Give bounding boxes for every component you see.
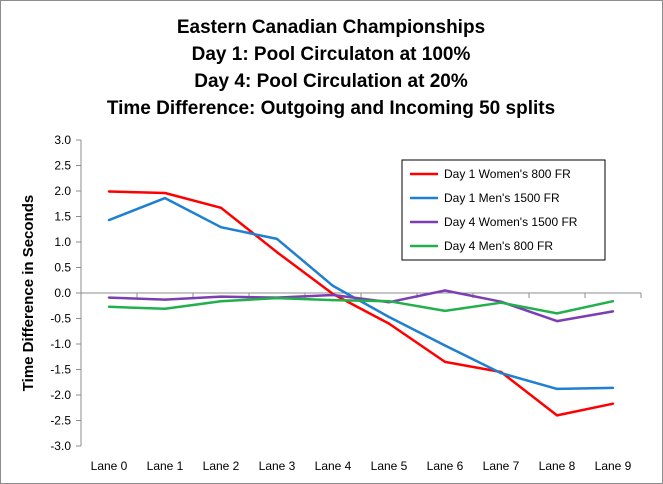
y-tick-label: -1.5 xyxy=(50,363,71,377)
data-point xyxy=(443,289,447,292)
plot-area: 3.0 2.5 2.0 1.5 1.0 0.5 0.0 -0.5 -1.0 -1.5 -2.0 -2.… xyxy=(50,133,642,473)
data-point xyxy=(163,307,167,311)
y-tick-label: 0.0 xyxy=(54,286,71,300)
data-point xyxy=(331,284,335,288)
legend: Day 1 Women's 800 FR Day 1 Men's 1500 FR D… xyxy=(401,159,606,261)
data-point xyxy=(555,319,559,323)
data-point xyxy=(107,218,111,222)
legend-entry: Day 1 Men's 1500 FR xyxy=(444,191,560,205)
y-axis-label: Time Difference in Seconds xyxy=(20,195,37,391)
y-tick-label: -3.0 xyxy=(50,439,71,453)
data-point xyxy=(555,387,559,391)
data-point xyxy=(331,298,335,302)
data-point xyxy=(275,296,279,300)
y-tick-label: 1.0 xyxy=(54,235,71,249)
data-point xyxy=(219,226,223,229)
data-point xyxy=(443,309,447,313)
x-tick-label: Lane 5 xyxy=(371,459,408,473)
x-tick-label: Lane 9 xyxy=(595,459,632,473)
y-tick-label: 1.5 xyxy=(54,210,71,224)
legend-entry: Day 4 Women's 1500 FR xyxy=(444,215,578,229)
x-tick-label: Lane 4 xyxy=(315,459,352,473)
y-tick-label: -2.0 xyxy=(50,388,71,402)
legend-entry: Day 1 Women's 800 FR xyxy=(444,167,571,181)
y-tick-label: -1.0 xyxy=(50,337,71,351)
x-tick-label: Lane 1 xyxy=(147,459,184,473)
data-point xyxy=(555,414,559,417)
y-tick-label: 3.0 xyxy=(54,133,71,147)
data-point xyxy=(107,296,111,299)
data-point xyxy=(275,237,279,241)
data-point xyxy=(163,191,167,195)
title-line-3: Day 4: Pool Circulation at 20% xyxy=(194,71,468,92)
y-tick-label: 0.5 xyxy=(54,261,71,275)
chart-title: Eastern Canadian Championships Day 1: Po… xyxy=(107,17,555,119)
y-tick-label: 2.0 xyxy=(54,184,71,198)
data-point xyxy=(275,251,279,254)
data-point xyxy=(611,386,615,390)
legend-box xyxy=(401,159,606,261)
series-line-4 xyxy=(108,296,614,315)
data-point xyxy=(387,315,391,319)
data-point xyxy=(443,344,447,347)
x-tick-label: Lane 0 xyxy=(91,459,128,473)
data-point xyxy=(499,371,503,375)
x-tick-label: Lane 2 xyxy=(203,459,240,473)
data-point xyxy=(163,298,167,301)
data-point xyxy=(555,312,559,315)
data-point xyxy=(443,360,447,364)
x-tick-label: Lane 8 xyxy=(539,459,576,473)
data-point xyxy=(219,206,223,210)
y-tick-label: 2.5 xyxy=(54,159,71,173)
data-point xyxy=(163,196,167,200)
data-point xyxy=(331,293,335,297)
title-line-2: Day 1: Pool Circulaton at 100% xyxy=(192,44,471,65)
data-point xyxy=(387,299,391,303)
title-line-4: Time Difference: Outgoing and Incoming 5… xyxy=(107,98,555,119)
x-tick-label: Lane 3 xyxy=(259,459,296,473)
data-point xyxy=(611,299,615,303)
x-tick-label: Lane 7 xyxy=(483,459,520,473)
data-point xyxy=(499,301,503,304)
data-point xyxy=(611,310,615,313)
data-point xyxy=(107,190,111,193)
data-point xyxy=(611,402,615,405)
data-point xyxy=(107,305,111,308)
data-point xyxy=(219,295,223,298)
x-tick-label: Lane 6 xyxy=(427,459,464,473)
series-line-3 xyxy=(108,289,614,323)
data-point xyxy=(387,322,391,325)
series-line-1 xyxy=(108,190,614,417)
legend-entry: Day 4 Men's 800 FR xyxy=(444,239,553,253)
data-point xyxy=(219,299,223,303)
y-tick-label: -2.5 xyxy=(50,414,71,428)
title-line-1: Eastern Canadian Championships xyxy=(177,17,485,38)
y-tick-label: -0.5 xyxy=(50,312,71,326)
